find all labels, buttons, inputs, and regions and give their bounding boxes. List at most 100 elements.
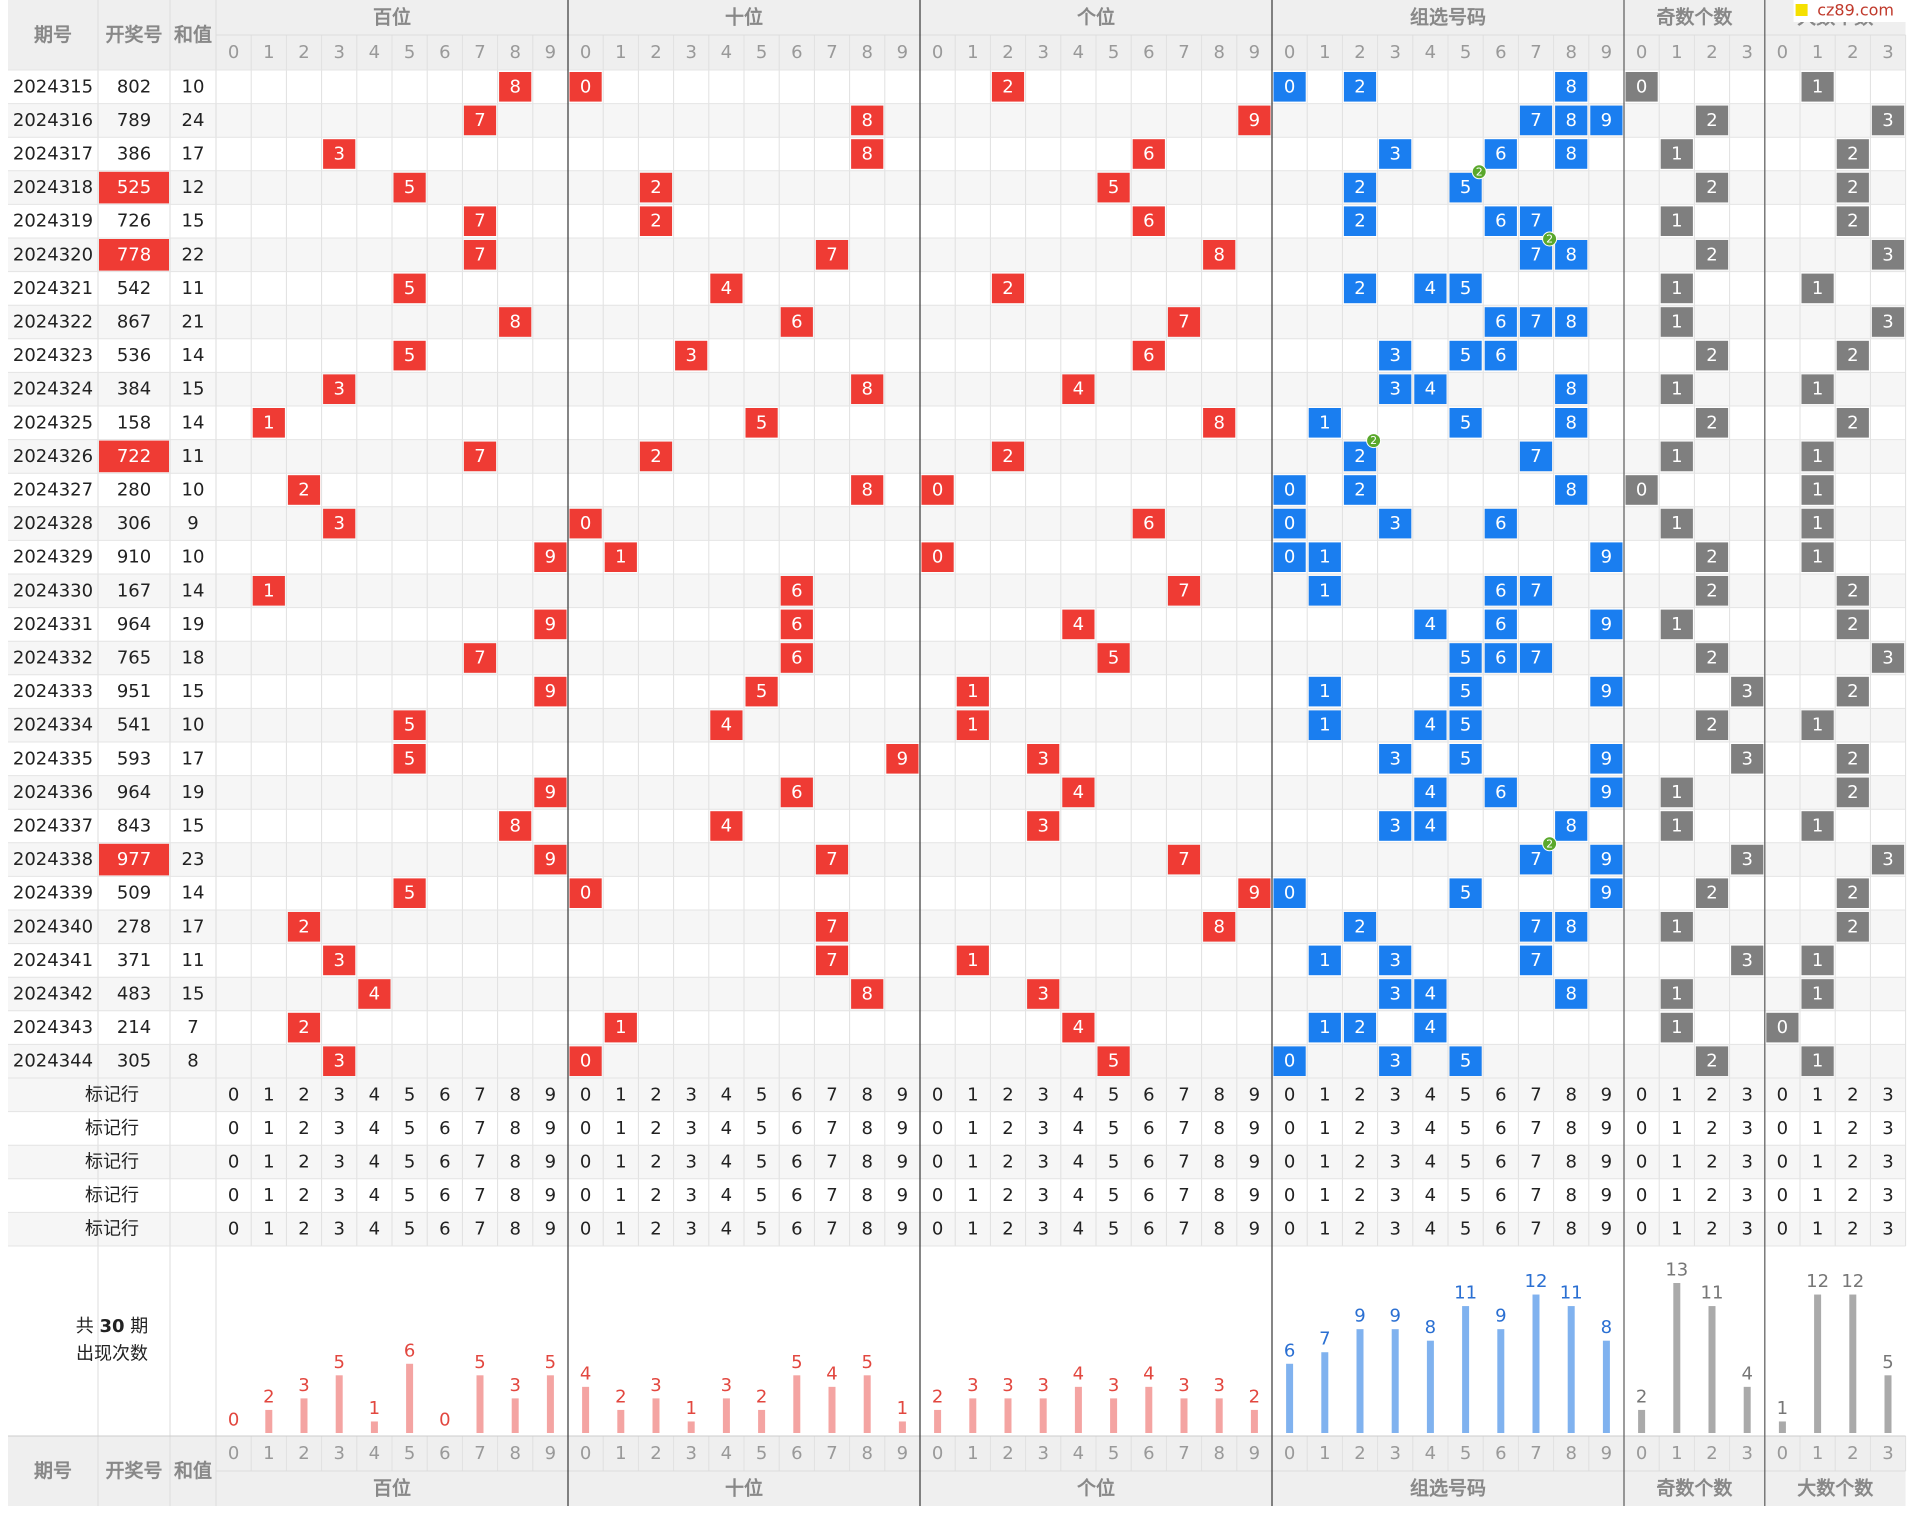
cell-digit: 2 <box>1847 748 1858 769</box>
cell-digit: 4 <box>1425 782 1436 803</box>
marker-digit: 5 <box>1460 1084 1471 1105</box>
cell-digit: 0 <box>932 480 943 501</box>
cell-digit: 1 <box>1671 916 1682 937</box>
cell-digit: 3 <box>1389 816 1400 837</box>
marker-digit: 4 <box>1425 1185 1436 1206</box>
marker-digit: 2 <box>1354 1152 1365 1173</box>
marked-cell <box>1167 576 1201 606</box>
cell-digit: 1 <box>263 412 274 433</box>
issue: 2024315 <box>13 76 93 97</box>
marker-digit: 5 <box>1108 1219 1119 1240</box>
marked-cell <box>1836 206 1869 236</box>
row-stripe <box>8 1145 1906 1179</box>
marker-digit: 7 <box>1178 1219 1189 1240</box>
repeat-count: 2 <box>1546 233 1553 246</box>
marker-digit: 2 <box>1002 1152 1013 1173</box>
marker-digit: 4 <box>369 1185 380 1206</box>
marked-cell <box>921 542 954 572</box>
marker-digit: 0 <box>228 1152 239 1173</box>
digit-header: 7 <box>826 42 837 63</box>
marked-cell <box>1695 340 1729 371</box>
repeat-count: 2 <box>1476 165 1483 178</box>
marker-digit: 3 <box>333 1219 344 1240</box>
marked-cell <box>1555 408 1588 438</box>
marker-digit: 1 <box>967 1084 978 1105</box>
issue: 2024330 <box>13 580 93 601</box>
marker-digit: 6 <box>791 1118 802 1139</box>
cell-digit: 3 <box>1741 950 1752 971</box>
cell-digit: 2 <box>298 916 309 937</box>
marker-digit: 2 <box>1706 1219 1717 1240</box>
sum: 15 <box>182 211 205 232</box>
cell-digit: 3 <box>1389 748 1400 769</box>
marker-digit: 2 <box>298 1185 309 1206</box>
cell-digit: 8 <box>509 76 520 97</box>
count-label: 5 <box>545 1352 556 1373</box>
digit-footer: 8 <box>1565 1443 1576 1464</box>
cell-digit: 8 <box>1565 916 1576 937</box>
digit-header: 3 <box>1389 42 1400 63</box>
count-label: 3 <box>298 1375 309 1396</box>
count-bar <box>1004 1398 1012 1433</box>
cell-digit: 3 <box>1389 984 1400 1005</box>
cell-digit: 2 <box>1847 412 1858 433</box>
marked-cell <box>1590 777 1623 808</box>
marked-cell <box>1519 105 1553 136</box>
marked-cell <box>1449 643 1482 673</box>
marker-digit: 2 <box>650 1185 661 1206</box>
issue: 2024334 <box>13 715 93 736</box>
cell-digit: 3 <box>1882 110 1893 131</box>
digit-footer: 3 <box>1037 1443 1048 1464</box>
cell-digit: 2 <box>1706 547 1717 568</box>
marker-digit: 1 <box>263 1185 274 1206</box>
digit-header: 9 <box>897 42 908 63</box>
marked-cell <box>1379 744 1412 774</box>
cell-digit: 5 <box>1108 648 1119 669</box>
cell-digit: 5 <box>756 412 767 433</box>
digit-footer: 1 <box>1671 1443 1682 1464</box>
marked-cell <box>1519 912 1553 942</box>
marker-digit: 8 <box>861 1084 872 1105</box>
marked-cell <box>1379 945 1412 976</box>
cell-digit: 1 <box>1319 580 1330 601</box>
cell-digit: 8 <box>509 312 520 333</box>
marker-digit: 8 <box>1213 1219 1224 1240</box>
marker-digit: 9 <box>1601 1118 1612 1139</box>
marked-cell <box>1449 408 1482 438</box>
cell-digit: 5 <box>404 715 415 736</box>
digit-footer: 0 <box>932 1443 943 1464</box>
marked-cell <box>956 945 989 976</box>
cell-digit: 5 <box>1460 883 1471 904</box>
cell-digit: 2 <box>1354 446 1365 467</box>
row-stripe <box>8 1078 1906 1112</box>
marker-digit: 9 <box>1249 1084 1260 1105</box>
count-bar <box>335 1375 343 1433</box>
marked-cell <box>1027 811 1060 841</box>
digit-header: 4 <box>1073 42 1084 63</box>
cell-digit: 8 <box>1565 76 1576 97</box>
sum: 9 <box>187 513 198 534</box>
section-footer: 个位 <box>1076 1477 1115 1500</box>
cell-digit: 2 <box>1847 614 1858 635</box>
digit-footer: 6 <box>791 1443 802 1464</box>
marked-cell <box>1836 408 1869 438</box>
cell-digit: 8 <box>509 816 520 837</box>
count-bar <box>1250 1409 1258 1433</box>
marker-digit: 2 <box>1002 1118 1013 1139</box>
marked-cell <box>1660 273 1693 304</box>
count-bar <box>476 1375 484 1433</box>
marked-cell <box>463 206 497 236</box>
marked-cell <box>1414 777 1447 808</box>
row-stripe <box>8 506 1906 541</box>
count-label: 9 <box>1389 1306 1400 1327</box>
cell-digit: 4 <box>1425 379 1436 400</box>
marker-digit: 1 <box>1812 1219 1823 1240</box>
marked-cell <box>252 576 285 606</box>
marker-digit: 2 <box>1847 1219 1858 1240</box>
cell-digit: 4 <box>1425 614 1436 635</box>
number: 305 <box>117 1051 151 1072</box>
digit-header: 9 <box>1249 42 1260 63</box>
marked-cell <box>1590 878 1623 908</box>
marked-cell <box>1660 609 1693 640</box>
